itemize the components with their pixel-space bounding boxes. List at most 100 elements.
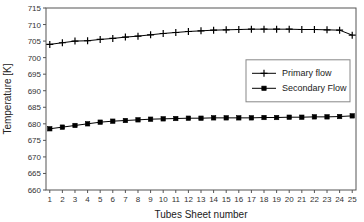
y-tick-label: 675: [28, 136, 42, 145]
legend-marker: [261, 70, 268, 77]
point-marker: [210, 27, 217, 34]
y-tick-label: 710: [28, 21, 42, 30]
x-tick: [352, 190, 353, 193]
point-marker: [111, 119, 115, 123]
x-tick-label: 13: [197, 195, 206, 204]
x-tick-label: 6: [111, 195, 116, 204]
y-tick: [43, 57, 46, 58]
point-marker: [98, 120, 102, 124]
point-marker: [237, 116, 241, 120]
x-tick-label: 10: [159, 195, 168, 204]
x-tick-label: 11: [172, 195, 181, 204]
point-marker: [336, 27, 343, 34]
plot-frame: [46, 8, 356, 190]
x-tick: [150, 190, 151, 193]
x-tick-label: 20: [285, 195, 294, 204]
point-marker: [97, 36, 104, 43]
point-marker: [261, 26, 268, 33]
x-tick: [137, 190, 138, 193]
x-tick: [201, 190, 202, 193]
x-tick-label: 15: [222, 195, 231, 204]
x-tick: [213, 190, 214, 193]
point-marker: [287, 115, 291, 119]
y-tick: [43, 90, 46, 91]
x-tick: [100, 190, 101, 193]
point-marker: [71, 38, 78, 45]
y-tick: [43, 140, 46, 141]
plot-area: [46, 26, 355, 131]
x-tick-label: 21: [297, 195, 306, 204]
x-tick-label: 22: [310, 195, 319, 204]
point-marker: [349, 32, 356, 39]
x-tick-label: 7: [123, 195, 128, 204]
point-marker: [248, 26, 255, 33]
y-tick-label: 685: [28, 103, 42, 112]
point-marker: [262, 115, 266, 119]
x-tick: [289, 190, 290, 193]
point-marker: [350, 114, 354, 118]
x-tick-label: 16: [234, 195, 243, 204]
x-tick: [301, 190, 302, 193]
point-marker: [337, 114, 341, 118]
x-tick-label: 14: [209, 195, 218, 204]
point-marker: [223, 26, 230, 33]
x-tick: [175, 190, 176, 193]
x-tick: [251, 190, 252, 193]
legend-box: [246, 60, 350, 102]
x-tick-label: 2: [60, 195, 65, 204]
y-tick-label: 690: [28, 87, 42, 96]
point-marker: [59, 39, 66, 46]
x-tick-label: 8: [136, 195, 141, 204]
y-axis-label: Temperature [K]: [2, 63, 13, 134]
legend: Primary flow Secondary Flow: [246, 60, 350, 102]
legend-marker: [262, 86, 266, 90]
x-tick: [125, 190, 126, 193]
point-marker: [147, 31, 154, 38]
x-tick: [314, 190, 315, 193]
y-tick: [43, 156, 46, 157]
x-tick: [74, 190, 75, 193]
x-tick: [62, 190, 63, 193]
point-marker: [122, 34, 129, 41]
x-tick-label: 19: [272, 195, 281, 204]
x-tick-label: 12: [184, 195, 193, 204]
x-tick: [226, 190, 227, 193]
y-tick: [43, 8, 46, 9]
point-marker: [123, 118, 127, 122]
point-marker: [249, 116, 253, 120]
point-marker: [174, 116, 178, 120]
point-marker: [311, 26, 318, 33]
y-tick: [43, 173, 46, 174]
point-marker: [136, 118, 140, 122]
x-tick: [238, 190, 239, 193]
point-marker: [324, 26, 331, 33]
point-marker: [312, 115, 316, 119]
point-marker: [286, 26, 293, 33]
x-tick: [112, 190, 113, 193]
point-marker: [199, 116, 203, 120]
y-tick-label: 705: [28, 37, 42, 46]
point-marker: [84, 37, 91, 44]
x-tick-label: 9: [148, 195, 153, 204]
point-marker: [325, 115, 329, 119]
point-marker: [235, 26, 242, 33]
legend-label: Secondary Flow: [282, 83, 347, 93]
point-marker: [186, 116, 190, 120]
point-marker: [274, 115, 278, 119]
x-tick: [276, 190, 277, 193]
x-tick: [188, 190, 189, 193]
x-axis-label: Tubes Sheet number: [154, 209, 248, 220]
y-tick: [43, 107, 46, 108]
x-tick: [327, 190, 328, 193]
x-tick-label: 17: [247, 195, 256, 204]
y-tick: [43, 41, 46, 42]
y-tick-label: 680: [28, 120, 42, 129]
point-marker: [198, 27, 205, 34]
x-tick-label: 24: [335, 195, 344, 204]
x-tick-label: 1: [48, 195, 53, 204]
y-tick-label: 670: [28, 153, 42, 162]
x-tick-label: 18: [260, 195, 269, 204]
point-marker: [185, 28, 192, 35]
legend-label: Primary flow: [282, 68, 332, 78]
point-marker: [273, 26, 280, 33]
